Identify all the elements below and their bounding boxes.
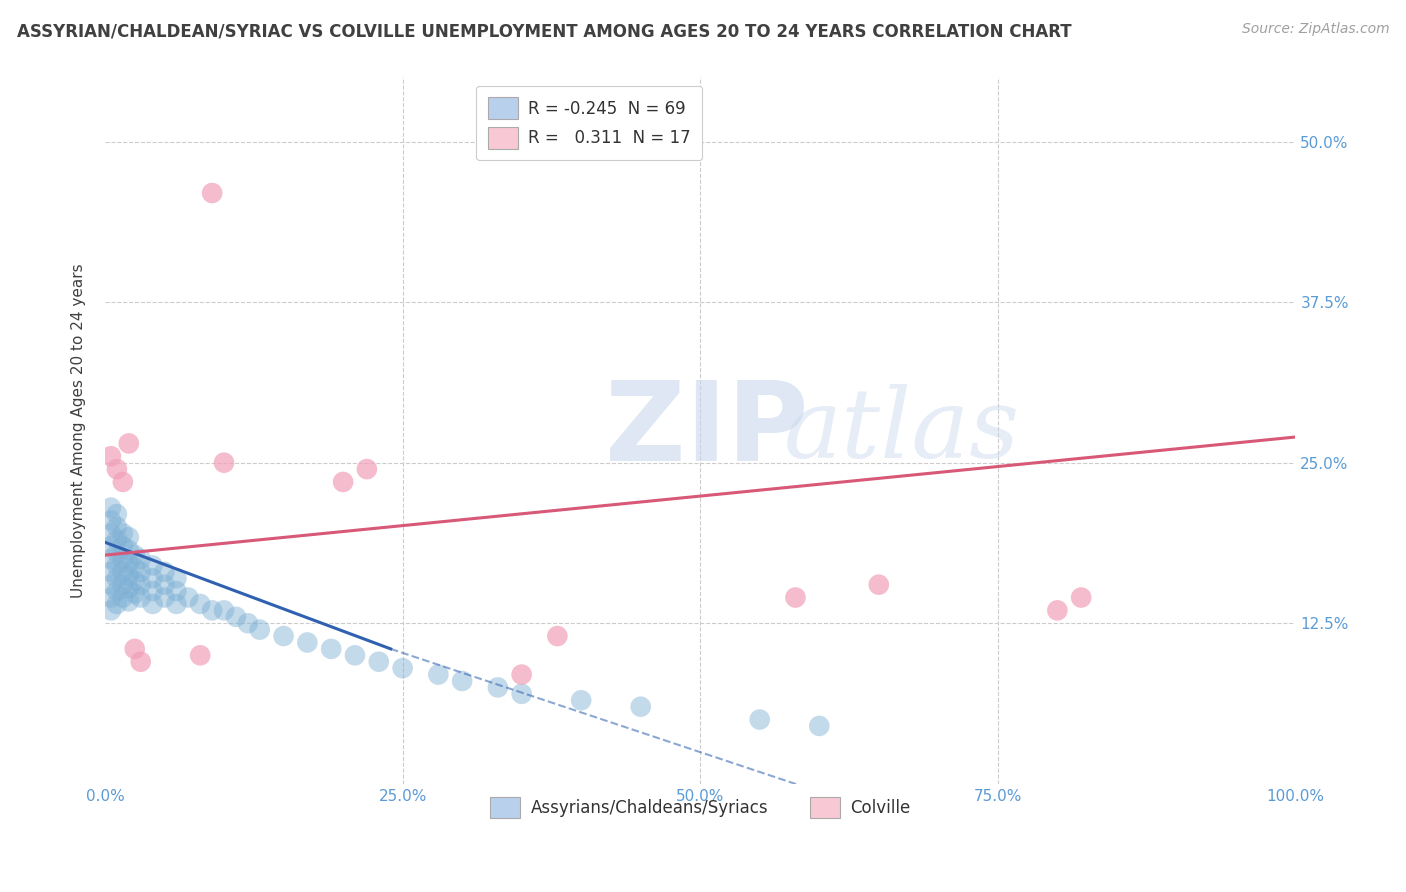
Point [124,587,146,601]
Point [129,577,152,591]
Point [225,609,247,624]
Point [165,597,187,611]
Point [1046,603,1069,617]
Point [356,462,378,476]
Point [165,571,187,585]
Point [188,597,211,611]
Point [142,584,165,599]
Point [142,597,165,611]
Point [100,513,122,527]
Point [100,526,122,541]
Point [486,681,509,695]
Point [105,533,128,547]
Point [118,568,141,582]
Point [111,475,134,489]
Point [105,584,128,599]
Point [100,591,122,605]
Point [105,545,128,559]
Point [111,552,134,566]
Point [153,577,176,591]
Point [808,719,831,733]
Point [297,635,319,649]
Point [100,603,122,617]
Point [100,577,122,591]
Point [129,552,152,566]
Point [100,539,122,553]
Point [177,591,200,605]
Point [100,500,122,515]
Point [142,558,165,573]
Point [451,673,474,688]
Point [105,558,128,573]
Point [212,603,235,617]
Point [105,507,128,521]
Point [124,641,146,656]
Text: ASSYRIAN/CHALDEAN/SYRIAC VS COLVILLE UNEMPLOYMENT AMONG AGES 20 TO 24 YEARS CORR: ASSYRIAN/CHALDEAN/SYRIAC VS COLVILLE UNE… [17,22,1071,40]
Point [118,556,141,570]
Point [510,687,533,701]
Point [153,565,176,579]
Point [124,574,146,588]
Point [142,571,165,585]
Point [546,629,568,643]
Point [630,699,652,714]
Point [105,520,128,534]
Point [321,641,343,656]
Point [111,577,134,591]
Point [212,456,235,470]
Point [111,565,134,579]
Point [129,565,152,579]
Point [748,713,770,727]
Text: atlas: atlas [783,384,1019,477]
Point [118,436,141,450]
Point [201,603,224,617]
Point [129,591,152,605]
Point [105,597,128,611]
Point [118,530,141,544]
Point [165,584,187,599]
Point [249,623,271,637]
Point [111,526,134,541]
Point [1070,591,1092,605]
Text: ZIP: ZIP [605,377,808,484]
Point [332,475,354,489]
Text: Source: ZipAtlas.com: Source: ZipAtlas.com [1241,22,1389,37]
Point [188,648,211,663]
Point [111,591,134,605]
Point [153,591,176,605]
Point [868,577,890,591]
Point [118,543,141,558]
Point [273,629,295,643]
Point [785,591,807,605]
Point [391,661,413,675]
Point [118,594,141,608]
Point [129,655,152,669]
Point [201,186,224,200]
Point [111,539,134,553]
Point [236,616,259,631]
Point [427,667,450,681]
Legend: Assyrians/Chaldeans/Syriacs, Colville: Assyrians/Chaldeans/Syriacs, Colville [484,790,917,825]
Point [124,561,146,575]
Point [105,571,128,585]
Point [100,565,122,579]
Point [100,552,122,566]
Point [367,655,389,669]
Y-axis label: Unemployment Among Ages 20 to 24 years: Unemployment Among Ages 20 to 24 years [72,263,86,598]
Point [100,450,122,464]
Point [105,462,128,476]
Point [118,582,141,596]
Point [343,648,366,663]
Point [569,693,592,707]
Point [510,667,533,681]
Point [124,548,146,562]
